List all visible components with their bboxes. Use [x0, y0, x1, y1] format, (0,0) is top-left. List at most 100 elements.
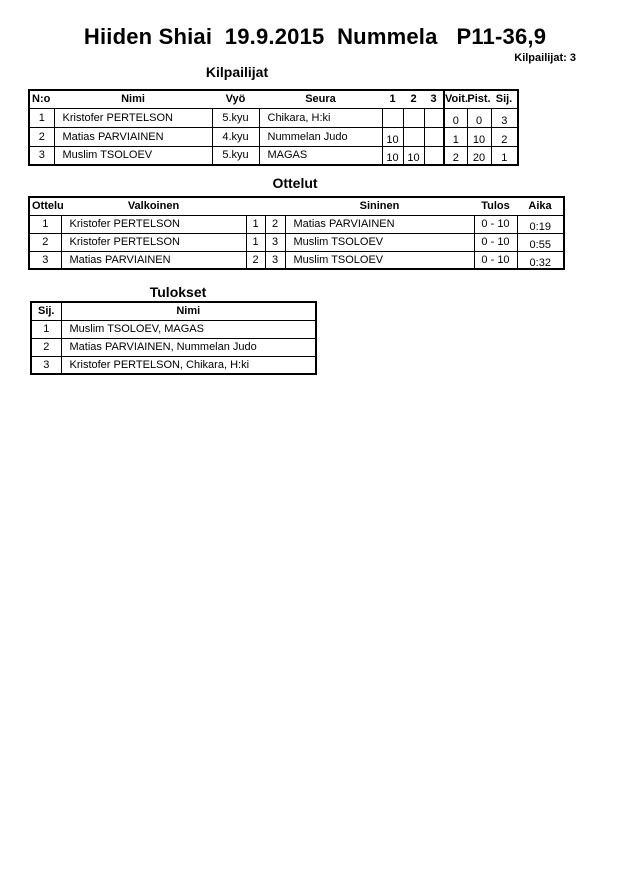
placement-value: 3	[501, 114, 508, 127]
placement-cell: 2	[490, 126, 519, 147]
score-2	[402, 107, 425, 128]
col-header-nimi: Nimi	[60, 301, 317, 321]
tulokset-row-3: 3 Kristofer PERTELSON, Chikara, H:ki	[30, 355, 317, 375]
col-header-sininen: Sininen	[285, 197, 474, 216]
white-competitor: Kristofer PERTELSON	[60, 214, 247, 234]
placement-cell: 1	[490, 145, 519, 166]
competitor-name: Muslim TSOLOEV	[53, 145, 213, 166]
col-header-1: 1	[382, 90, 403, 109]
kilpailijat-row-3: 3 Muslim TSOLOEV 5.kyu MAGAS 10 10 2 20 …	[28, 145, 519, 166]
col-header-no: N:o	[29, 90, 54, 109]
blue-competitor: Muslim TSOLOEV	[284, 232, 475, 252]
match-number: 1	[28, 214, 62, 234]
white-number: 1	[245, 214, 266, 234]
section-heading-kilpailijat: Kilpailijat	[205, 64, 269, 80]
match-number: 2	[28, 232, 62, 252]
section-heading-ottelut: Ottelut	[272, 175, 318, 191]
col-header-pist: Pist.	[467, 90, 491, 109]
ottelut-header-row: Ottelu Valkoinen Sininen Tulos Aika	[29, 197, 564, 216]
page-title: Hiiden Shiai 19.9.2015 Nummela P11-36,9	[83, 24, 547, 49]
match-result: 0 - 10	[473, 214, 518, 234]
match-time-value: 0:55	[529, 239, 551, 251]
match-time: 0:19	[516, 214, 565, 234]
ottelut-table: Ottelu Valkoinen Sininen Tulos Aika 1 Kr…	[28, 196, 565, 270]
competitor-name: Matias PARVIAINEN	[53, 126, 213, 147]
ottelut-row-2: 2 Kristofer PERTELSON 1 3 Muslim TSOLOEV…	[28, 232, 565, 252]
wins-cell: 2	[443, 145, 468, 166]
col-header-3: 3	[424, 90, 444, 109]
points-value: 20	[472, 152, 486, 165]
points-cell: 0	[466, 107, 492, 128]
match-number: 3	[28, 250, 62, 270]
placement-value: 2	[501, 133, 508, 146]
wins-value: 0	[452, 114, 459, 127]
col-header-sij: Sij.	[491, 90, 518, 109]
kilpailijat-header-row: N:o Nimi Vyö Seura 1 2 3 Voit. Pist. Sij…	[29, 90, 518, 109]
points-cell: 20	[466, 145, 492, 166]
placement-number: 3	[30, 355, 62, 375]
wins-cell: 1	[443, 126, 468, 147]
placement-number: 2	[30, 337, 62, 357]
blue-number: 2	[264, 214, 286, 234]
competitor-number: 1	[28, 107, 55, 128]
match-result: 0 - 10	[473, 232, 518, 252]
competitor-club: Nummelan Judo	[258, 126, 383, 147]
placement-cell: 3	[490, 107, 519, 128]
points-value: 10	[472, 133, 486, 146]
score-1: 10	[381, 145, 404, 166]
match-result: 0 - 10	[473, 250, 518, 270]
competitor-belt: 4.kyu	[211, 126, 260, 147]
col-header-sij: Sij.	[30, 301, 62, 321]
score-2: 10	[402, 145, 425, 166]
col-header-voit: Voit.	[443, 90, 468, 109]
tulokset-row-1: 1 Muslim TSOLOEV, MAGAS	[30, 319, 317, 339]
placement-value: 1	[501, 152, 508, 165]
match-time-value: 0:32	[529, 256, 551, 269]
blue-competitor: Muslim TSOLOEV	[284, 250, 475, 270]
col-header-aika: Aika	[517, 197, 564, 216]
tulokset-table: Sij. Nimi 1 Muslim TSOLOEV, MAGAS 2 Mati…	[30, 301, 317, 375]
white-competitor: Matias PARVIAINEN	[60, 250, 247, 270]
col-header-nimi: Nimi	[54, 90, 212, 109]
points-value: 0	[475, 114, 483, 127]
points-cell: 10	[466, 126, 492, 147]
score-1: 10	[381, 126, 404, 147]
col-header-2: 2	[403, 90, 424, 109]
white-competitor: Kristofer PERTELSON	[60, 232, 247, 252]
col-header-spacer	[265, 197, 285, 216]
score-value: 10	[386, 152, 399, 165]
col-header-tulos: Tulos	[474, 197, 517, 216]
white-number: 1	[245, 232, 266, 252]
competitor-count-label: Kilpailijat: 3	[514, 52, 576, 64]
white-number: 2	[245, 250, 266, 270]
competitor-name: Kristofer PERTELSON	[53, 107, 213, 128]
wins-cell: 0	[443, 107, 468, 128]
competitor-belt: 5.kyu	[211, 145, 260, 166]
score-value: 10	[386, 133, 399, 146]
placement-name: Kristofer PERTELSON, Chikara, H:ki	[60, 355, 317, 375]
blue-competitor: Matias PARVIAINEN	[284, 214, 475, 234]
col-header-valkoinen: Valkoinen	[61, 197, 246, 216]
placement-name: Matias PARVIAINEN, Nummelan Judo	[60, 337, 317, 357]
col-header-ottelu: Ottelu	[29, 197, 64, 216]
match-time: 0:32	[516, 250, 565, 270]
kilpailijat-row-1: 1 Kristofer PERTELSON 5.kyu Chikara, H:k…	[28, 107, 519, 128]
placement-name: Muslim TSOLOEV, MAGAS	[60, 319, 317, 339]
score-3	[423, 107, 445, 128]
match-time-value: 0:19	[529, 221, 551, 233]
ottelut-row-3: 3 Matias PARVIAINEN 2 3 Muslim TSOLOEV 0…	[28, 250, 565, 270]
kilpailijat-table: N:o Nimi Vyö Seura 1 2 3 Voit. Pist. Sij…	[28, 89, 519, 166]
col-header-spacer	[246, 197, 265, 216]
tulokset-row-2: 2 Matias PARVIAINEN, Nummelan Judo	[30, 337, 317, 357]
kilpailijat-row-2: 2 Matias PARVIAINEN 4.kyu Nummelan Judo …	[28, 126, 519, 147]
score-3	[423, 126, 445, 147]
score-3	[423, 145, 445, 166]
competitor-number: 2	[28, 126, 55, 147]
col-header-seura: Seura	[259, 90, 382, 109]
placement-number: 1	[30, 319, 62, 339]
wins-value: 2	[452, 152, 459, 165]
score-1	[381, 107, 404, 128]
competitor-club: MAGAS	[258, 145, 383, 166]
blue-number: 3	[264, 250, 286, 270]
